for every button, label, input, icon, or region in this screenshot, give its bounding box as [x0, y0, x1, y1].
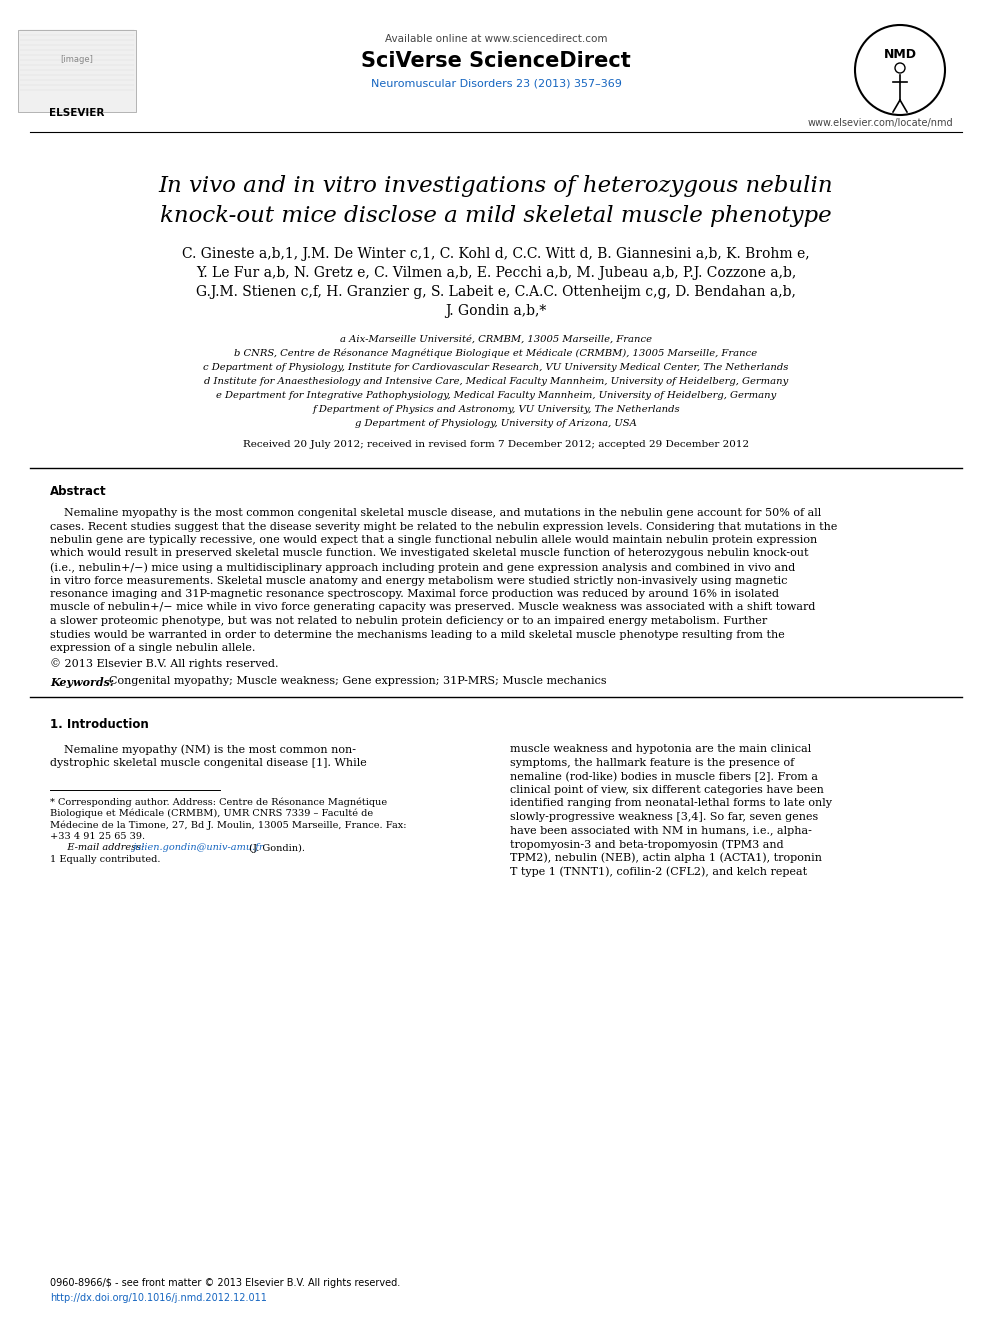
Text: Biologique et Médicale (CRMBM), UMR CNRS 7339 – Faculté de: Biologique et Médicale (CRMBM), UMR CNRS… — [50, 808, 373, 819]
Text: e Department for Integrative Pathophysiology, Medical Faculty Mannheim, Universi: e Department for Integrative Pathophysio… — [216, 392, 776, 400]
Text: [image]: [image] — [61, 56, 93, 64]
Text: g Department of Physiology, University of Arizona, USA: g Department of Physiology, University o… — [355, 419, 637, 429]
FancyBboxPatch shape — [18, 30, 136, 112]
Text: resonance imaging and 31P-magnetic resonance spectroscopy. Maximal force product: resonance imaging and 31P-magnetic reson… — [50, 589, 779, 599]
Text: julien.gondin@univ-amu.fr: julien.gondin@univ-amu.fr — [133, 844, 265, 852]
Text: In vivo and in vitro investigations of heterozygous nebulin: In vivo and in vitro investigations of h… — [159, 175, 833, 197]
Text: identified ranging from neonatal-lethal forms to late only: identified ranging from neonatal-lethal … — [510, 799, 832, 808]
Text: muscle of nebulin+/− mice while in vivo force generating capacity was preserved.: muscle of nebulin+/− mice while in vivo … — [50, 602, 815, 613]
Text: a Aix-Marseille Université, CRMBM, 13005 Marseille, France: a Aix-Marseille Université, CRMBM, 13005… — [340, 335, 652, 344]
Text: 0960-8966/$ - see front matter © 2013 Elsevier B.V. All rights reserved.: 0960-8966/$ - see front matter © 2013 El… — [50, 1278, 400, 1289]
Text: Médecine de la Timone, 27, Bd J. Moulin, 13005 Marseille, France. Fax:: Médecine de la Timone, 27, Bd J. Moulin,… — [50, 820, 407, 830]
Text: SciVerse ScienceDirect: SciVerse ScienceDirect — [361, 52, 631, 71]
Text: www.elsevier.com/locate/nmd: www.elsevier.com/locate/nmd — [807, 118, 952, 128]
Text: slowly-progressive weakness [3,4]. So far, seven genes: slowly-progressive weakness [3,4]. So fa… — [510, 812, 818, 822]
Text: Congenital myopathy; Muscle weakness; Gene expression; 31P-MRS; Muscle mechanics: Congenital myopathy; Muscle weakness; Ge… — [102, 676, 607, 687]
Text: © 2013 Elsevier B.V. All rights reserved.: © 2013 Elsevier B.V. All rights reserved… — [50, 659, 279, 669]
Text: tropomyosin-3 and beta-tropomyosin (TPM3 and: tropomyosin-3 and beta-tropomyosin (TPM3… — [510, 839, 784, 849]
Text: a slower proteomic phenotype, but was not related to nebulin protein deficiency : a slower proteomic phenotype, but was no… — [50, 617, 767, 626]
Text: clinical point of view, six different categories have been: clinical point of view, six different ca… — [510, 785, 824, 795]
Text: Keywords:: Keywords: — [50, 676, 114, 688]
Text: TPM2), nebulin (NEB), actin alpha 1 (ACTA1), troponin: TPM2), nebulin (NEB), actin alpha 1 (ACT… — [510, 852, 822, 863]
Text: NMD: NMD — [884, 48, 917, 61]
Text: 1 Equally contributed.: 1 Equally contributed. — [50, 855, 161, 864]
Text: ELSEVIER: ELSEVIER — [50, 108, 105, 118]
Text: Nemaline myopathy is the most common congenital skeletal muscle disease, and mut: Nemaline myopathy is the most common con… — [50, 508, 821, 519]
Text: E-mail address:: E-mail address: — [58, 844, 148, 852]
Text: in vitro force measurements. Skeletal muscle anatomy and energy metabolism were : in vitro force measurements. Skeletal mu… — [50, 576, 788, 586]
Text: Abstract: Abstract — [50, 486, 106, 497]
Text: symptoms, the hallmark feature is the presence of: symptoms, the hallmark feature is the pr… — [510, 758, 795, 767]
Text: (J. Gondin).: (J. Gondin). — [246, 844, 305, 852]
Text: Available online at www.sciencedirect.com: Available online at www.sciencedirect.co… — [385, 34, 607, 44]
Text: dystrophic skeletal muscle congenital disease [1]. While: dystrophic skeletal muscle congenital di… — [50, 758, 367, 767]
Text: which would result in preserved skeletal muscle function. We investigated skelet: which would result in preserved skeletal… — [50, 549, 808, 558]
Text: +33 4 91 25 65 39.: +33 4 91 25 65 39. — [50, 832, 145, 841]
Text: expression of a single nebulin allele.: expression of a single nebulin allele. — [50, 643, 255, 654]
Text: b CNRS, Centre de Résonance Magnétique Biologique et Médicale (CRMBM), 13005 Mar: b CNRS, Centre de Résonance Magnétique B… — [234, 349, 758, 359]
Text: d Institute for Anaesthesiology and Intensive Care, Medical Faculty Mannheim, Un: d Institute for Anaesthesiology and Inte… — [204, 377, 788, 386]
Text: knock-out mice disclose a mild skeletal muscle phenotype: knock-out mice disclose a mild skeletal … — [160, 205, 832, 228]
Text: muscle weakness and hypotonia are the main clinical: muscle weakness and hypotonia are the ma… — [510, 745, 811, 754]
Text: Received 20 July 2012; received in revised form 7 December 2012; accepted 29 Dec: Received 20 July 2012; received in revis… — [243, 441, 749, 448]
Text: have been associated with NM in humans, i.e., alpha-: have been associated with NM in humans, … — [510, 826, 811, 836]
Text: * Corresponding author. Address: Centre de Résonance Magnétique: * Corresponding author. Address: Centre … — [50, 798, 387, 807]
Text: (i.e., nebulin+/−) mice using a multidisciplinary approach including protein and: (i.e., nebulin+/−) mice using a multidis… — [50, 562, 796, 573]
Text: nemaline (rod-like) bodies in muscle fibers [2]. From a: nemaline (rod-like) bodies in muscle fib… — [510, 771, 818, 782]
Text: Nemaline myopathy (NM) is the most common non-: Nemaline myopathy (NM) is the most commo… — [50, 745, 356, 755]
Text: Neuromuscular Disorders 23 (2013) 357–369: Neuromuscular Disorders 23 (2013) 357–36… — [371, 78, 621, 89]
Text: nebulin gene are typically recessive, one would expect that a single functional : nebulin gene are typically recessive, on… — [50, 534, 817, 545]
Text: http://dx.doi.org/10.1016/j.nmd.2012.12.011: http://dx.doi.org/10.1016/j.nmd.2012.12.… — [50, 1293, 267, 1303]
Text: C. Gineste a,b,1, J.M. De Winter c,1, C. Kohl d, C.C. Witt d, B. Giannesini a,b,: C. Gineste a,b,1, J.M. De Winter c,1, C.… — [183, 247, 809, 261]
Text: G.J.M. Stienen c,f, H. Granzier g, S. Labeit e, C.A.C. Ottenheijm c,g, D. Bendah: G.J.M. Stienen c,f, H. Granzier g, S. La… — [196, 284, 796, 299]
Text: T type 1 (TNNT1), cofilin-2 (CFL2), and kelch repeat: T type 1 (TNNT1), cofilin-2 (CFL2), and … — [510, 867, 807, 877]
Text: cases. Recent studies suggest that the disease severity might be related to the : cases. Recent studies suggest that the d… — [50, 521, 837, 532]
Text: 1. Introduction: 1. Introduction — [50, 718, 149, 732]
Text: c Department of Physiology, Institute for Cardiovascular Research, VU University: c Department of Physiology, Institute fo… — [203, 363, 789, 372]
Text: f Department of Physics and Astronomy, VU University, The Netherlands: f Department of Physics and Astronomy, V… — [312, 405, 680, 414]
Text: J. Gondin a,b,*: J. Gondin a,b,* — [445, 304, 547, 318]
Text: Y. Le Fur a,b, N. Gretz e, C. Vilmen a,b, E. Pecchi a,b, M. Jubeau a,b, P.J. Coz: Y. Le Fur a,b, N. Gretz e, C. Vilmen a,b… — [195, 266, 797, 280]
Text: studies would be warranted in order to determine the mechanisms leading to a mil: studies would be warranted in order to d… — [50, 630, 785, 639]
